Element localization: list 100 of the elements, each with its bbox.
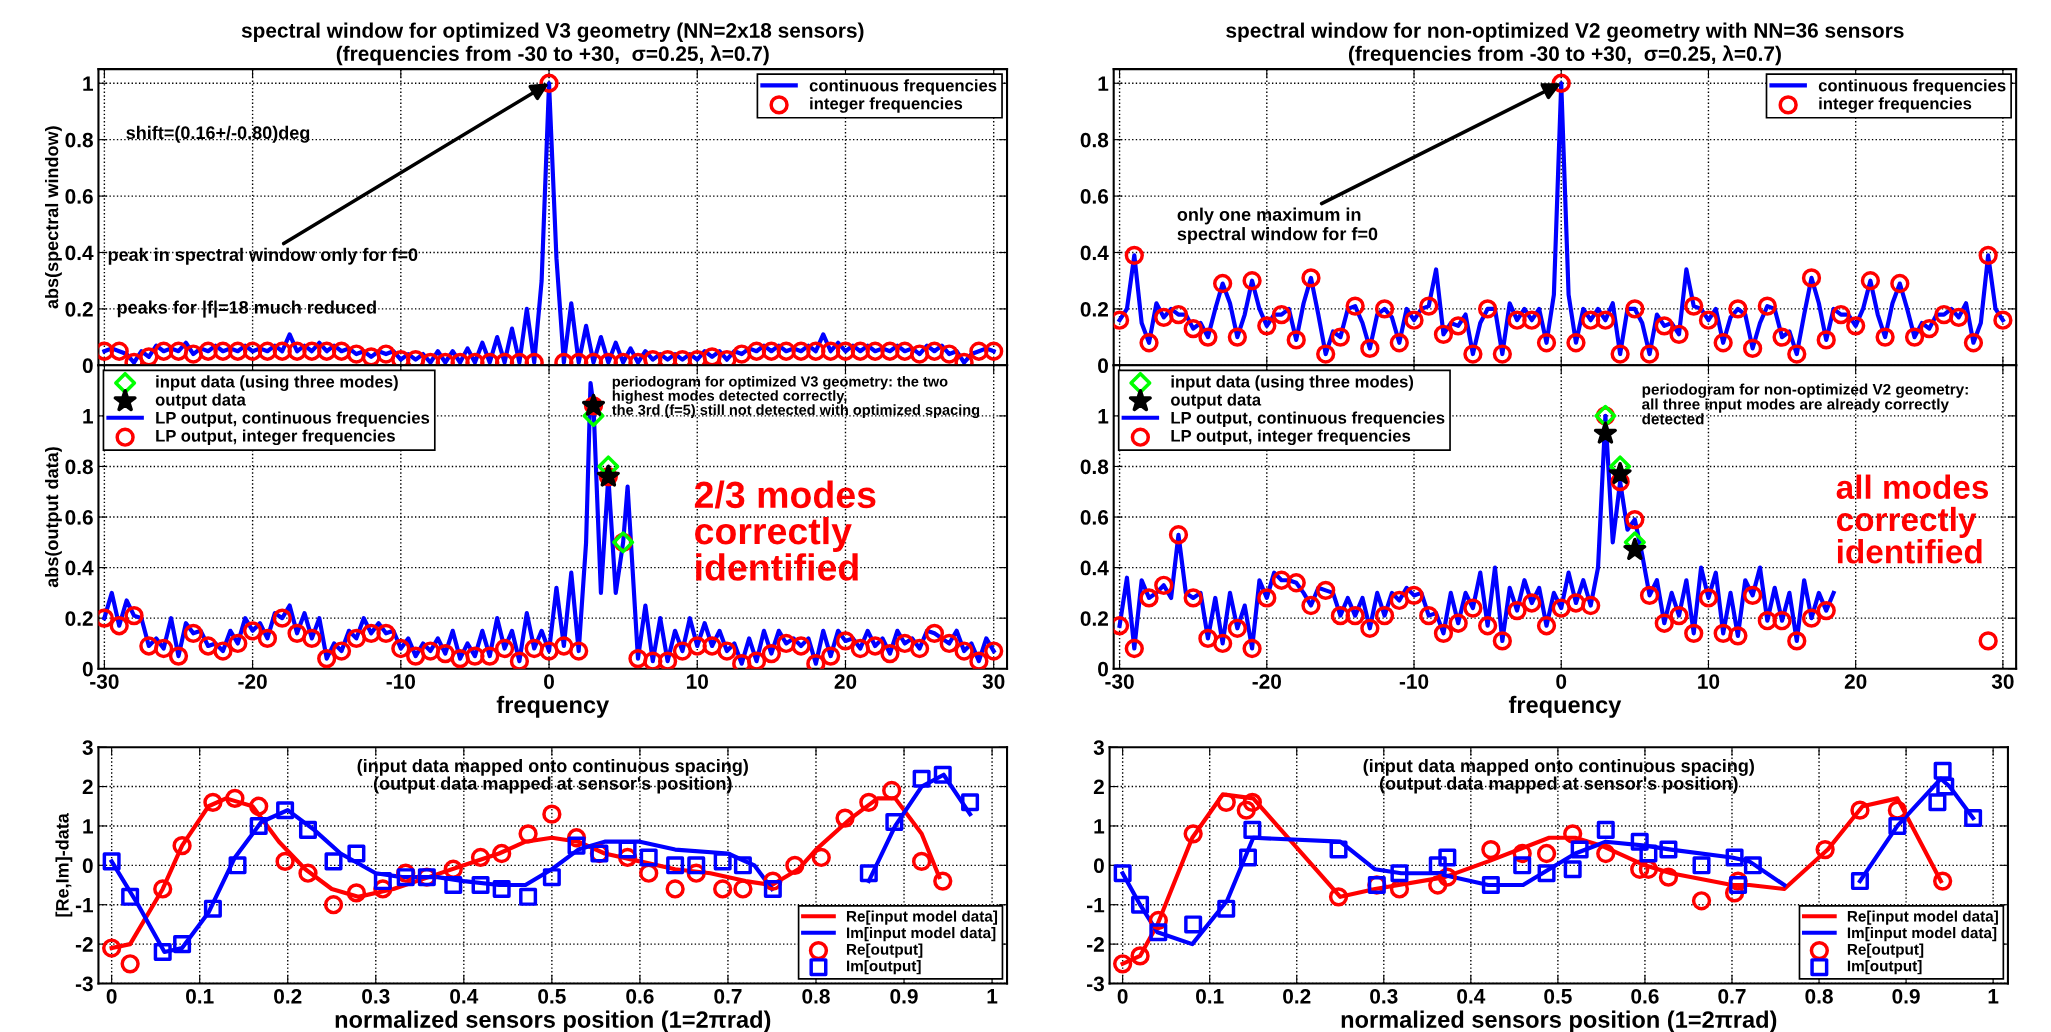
x-tick-label: 0.8 (1805, 988, 1833, 1004)
legend-label: Im[input model data] (1847, 927, 1997, 942)
x-axis-title: frequency (496, 695, 610, 718)
legend-label: output data (1171, 393, 1262, 409)
x-tick-label: 0 (106, 988, 117, 1004)
y-tick-label: 0 (82, 358, 93, 374)
legend-label: LP output, integer frequencies (156, 429, 395, 446)
x-tick-label: 0.9 (1892, 988, 1920, 1004)
legend-label: input data (using three modes) (156, 375, 398, 391)
y-tick-label: 0.6 (65, 510, 93, 525)
annotation: (input data mapped onto continuous spacing) (output data mapped at sensor's position) (357, 758, 748, 794)
y-tick-label: 0.4 (1080, 560, 1109, 576)
legend-label: LP output, continuous frequencies (1171, 411, 1445, 428)
y-tick-label: 0.6 (65, 189, 93, 204)
x-tick-label: 10 (1698, 674, 1720, 689)
x-tick-label: 0.6 (1631, 988, 1659, 1004)
y-tick-label: 1 (83, 819, 94, 834)
y-axis-title: abs(output data) (45, 447, 62, 588)
annotation: shift=(0.16+/-0.80)deg (126, 125, 310, 143)
legend-label: Im[input model data] (846, 927, 996, 942)
y-tick-label: 0.4 (65, 560, 94, 576)
y-tick-label: 2 (82, 779, 93, 795)
y-tick-label: 1 (1094, 819, 1105, 834)
x-axis-title: frequency (1508, 695, 1622, 718)
legend-label: Im[output] (846, 960, 921, 975)
legend-label: input data (using three modes) (1171, 375, 1414, 391)
legend-label: continuous frequencies (809, 79, 997, 95)
y-tick-label: 0.2 (65, 611, 93, 626)
y-tick-label: 1 (83, 409, 94, 424)
y-tick-label: 0.2 (1080, 611, 1108, 626)
y-tick-label: 0 (82, 858, 93, 874)
annotation: peak in spectral window only for f=0 (108, 247, 418, 265)
x-tick-label: 0.2 (274, 988, 302, 1004)
y-tick-label: -2 (1087, 937, 1104, 952)
legend-label: continuous frequencies (1818, 79, 2006, 95)
x-axis-title: normalized sensors position (1=2πrad) (335, 1010, 771, 1032)
x-tick-label: 0.2 (1283, 988, 1311, 1004)
x-tick-label: 0.6 (626, 988, 654, 1004)
x-tick-label: 0.1 (186, 988, 214, 1004)
x-tick-label: 0.3 (362, 988, 390, 1004)
annotation: all modes correctly identified (1836, 474, 1989, 564)
y-axis-title: abs(spectral window) (45, 126, 62, 309)
y-tick-label: 0.6 (1080, 510, 1109, 525)
y-tick-label: 0.8 (1080, 459, 1109, 475)
annotation: peaks for |f|=18 much reduced (117, 300, 376, 318)
y-tick-label: 0 (1098, 358, 1108, 374)
x-tick-label: 0.3 (1370, 988, 1398, 1004)
x-tick-label: 0.5 (538, 988, 566, 1004)
y-tick-label: 0.2 (65, 301, 93, 317)
legend-label: integer frequencies (810, 97, 963, 113)
x-tick-label: 1 (1988, 989, 1999, 1004)
annotation: only one maximum in spectral window for f=0 (1177, 207, 1378, 244)
x-tick-label: 0.5 (1544, 988, 1572, 1004)
y-axis-title: [Re,Im]-data (55, 813, 73, 917)
y-tick-label: -3 (1087, 976, 1104, 992)
y-tick-label: 0.8 (1080, 132, 1109, 148)
legend-label: LP output, continuous frequencies (156, 411, 430, 428)
x-tick-label: 0.9 (890, 988, 918, 1004)
y-tick-label: 0.2 (1080, 301, 1108, 317)
annotation: 2/3 modes correctly identified (694, 480, 876, 581)
y-tick-label: -2 (75, 937, 93, 952)
x-tick-label: -20 (238, 674, 267, 689)
x-tick-label: 30 (982, 674, 1005, 689)
y-tick-label: 3 (1093, 740, 1104, 755)
y-tick-label: 0 (1093, 858, 1104, 874)
y-tick-label: 0.6 (1080, 189, 1109, 204)
y-tick-label: -1 (1087, 897, 1105, 913)
legend-label: Re[input model data] (1847, 910, 1998, 925)
y-tick-label: 1 (1098, 409, 1109, 424)
chart-title: spectral window for non-optimized V2 geometry with NN=36 sensors (1226, 22, 1904, 43)
legend-label: integer frequencies (1819, 97, 1972, 113)
x-tick-label: 0.1 (1196, 988, 1224, 1004)
y-tick-label: -3 (75, 976, 93, 992)
x-tick-label: 20 (1844, 674, 1867, 689)
legend-label: LP output, integer frequencies (1171, 429, 1411, 446)
x-tick-label: 0.7 (1718, 988, 1746, 1004)
annotation: periodogram for non-optimized V2 geometry: all three input modes are already correctly detected (1642, 383, 1968, 425)
x-tick-label: 30 (1991, 674, 2014, 689)
annotation: (input data mapped onto continuous spacing) (output data mapped at sensor's position) (1363, 758, 1754, 794)
x-tick-label: 0 (1556, 674, 1567, 689)
x-tick-label: 0.4 (450, 988, 479, 1004)
x-tick-label: 20 (834, 674, 857, 689)
y-tick-label: 0.4 (1080, 245, 1109, 261)
y-tick-label: -1 (75, 897, 94, 913)
annotation: periodogram for optimized V3 geometry: the two highest modes detected correctly, the 3rd (f=5) still not detected with optimized spacing (611, 375, 980, 418)
chart-subtitle: (frequencies from -30 to +30, σ=0.25, λ=0.7) (1348, 45, 1781, 66)
legend-label: Re[output] (1847, 943, 1924, 958)
x-tick-label: 0.7 (714, 988, 742, 1004)
x-tick-label: 0.4 (1457, 988, 1486, 1004)
chart-title: spectral window for optimized V3 geometry (NN=2x18 sensors) (241, 22, 864, 43)
y-tick-label: 1 (1098, 76, 1109, 91)
y-tick-label: 2 (1093, 779, 1104, 795)
legend-label: Re[output] (846, 943, 923, 958)
legend-label: output data (155, 393, 246, 409)
x-tick-label: 10 (686, 674, 708, 689)
x-tick-label: -20 (1252, 674, 1281, 689)
y-tick-label: 0.4 (65, 245, 94, 261)
y-tick-label: 0.8 (65, 132, 93, 148)
x-tick-label: 0.8 (802, 988, 830, 1004)
x-tick-label: 0 (1117, 988, 1128, 1004)
